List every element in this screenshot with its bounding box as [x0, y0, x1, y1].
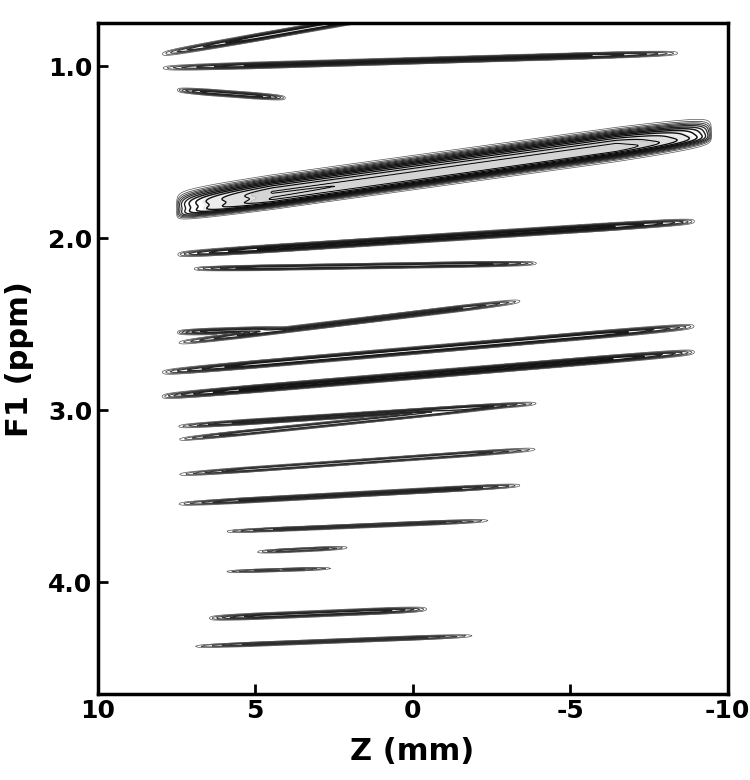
X-axis label: Z (mm): Z (mm): [350, 737, 475, 766]
Y-axis label: F1 (ppm): F1 (ppm): [5, 281, 34, 437]
